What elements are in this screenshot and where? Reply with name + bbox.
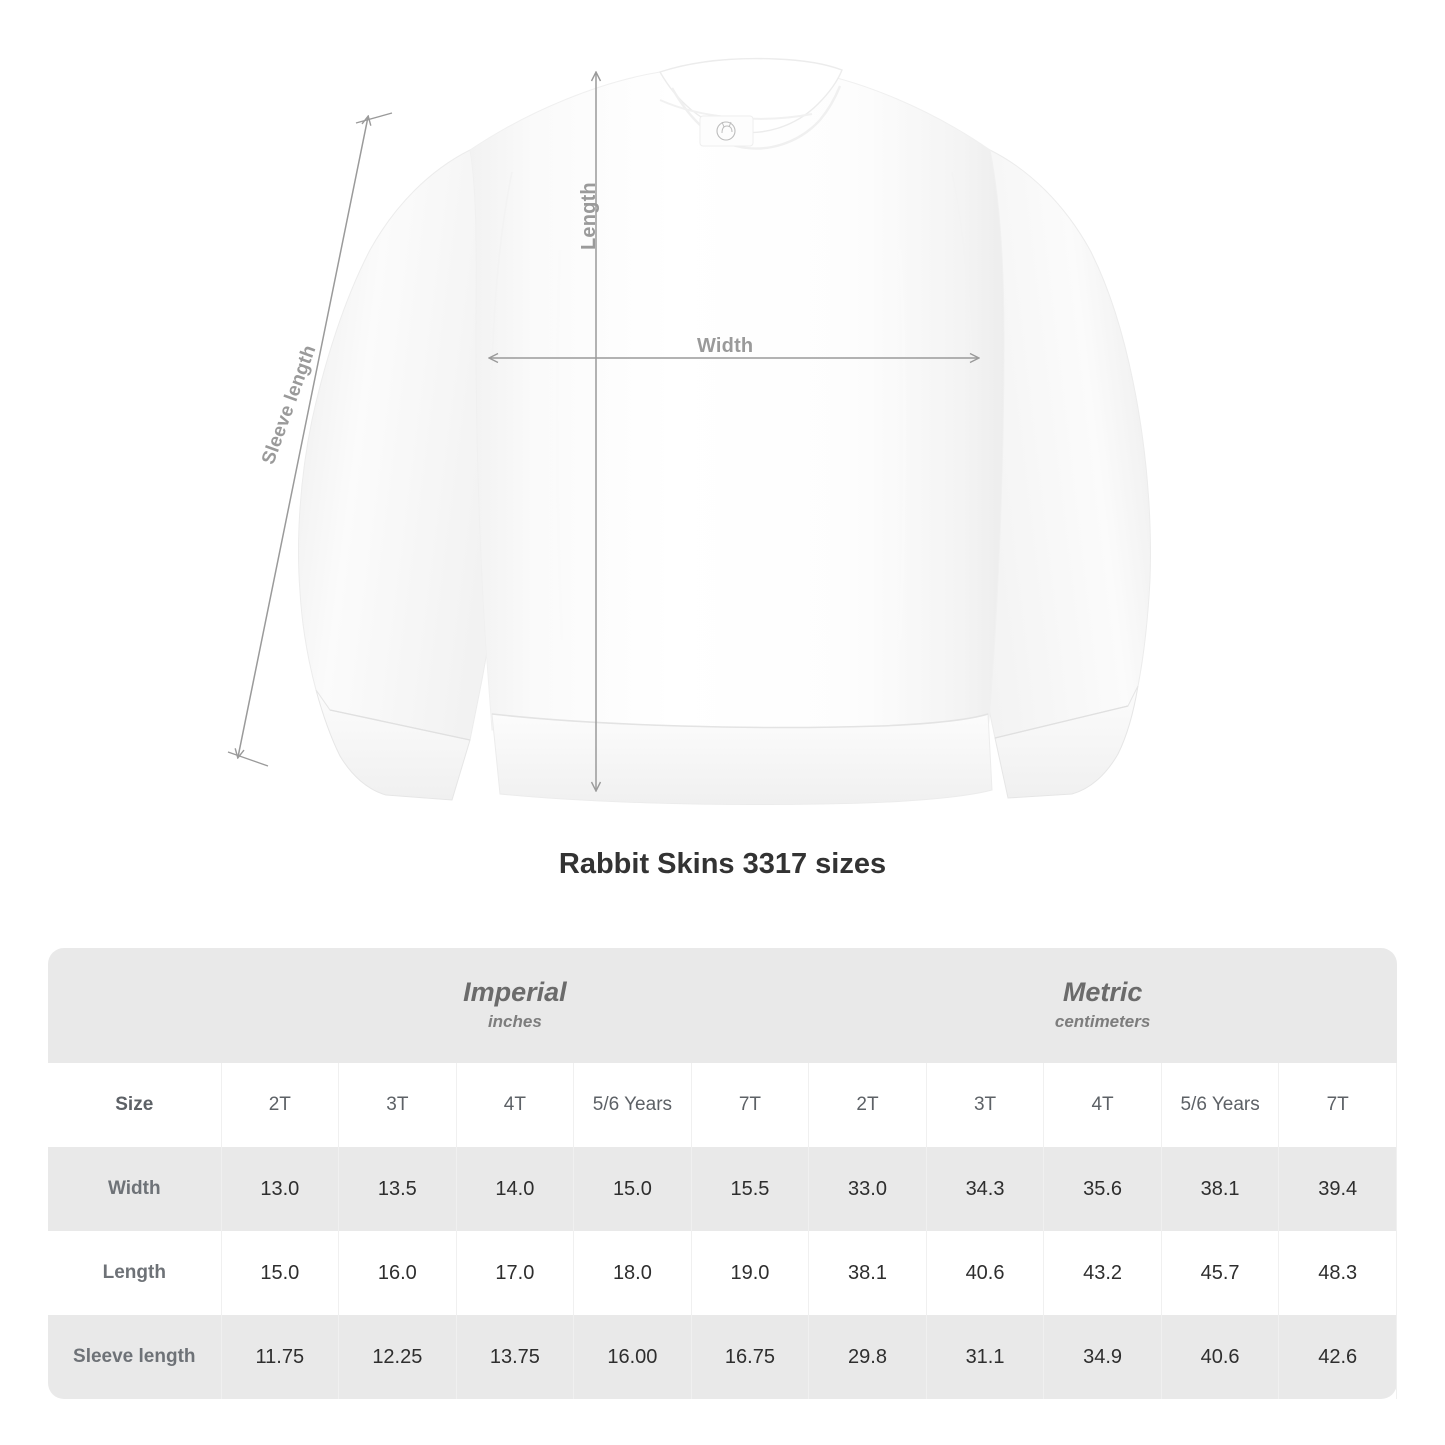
table-cell: 13.0: [221, 1147, 340, 1231]
size-header-cell: 5/6 Years: [573, 1063, 692, 1147]
dimension-lines: [227, 73, 978, 790]
table-cell: 17.0: [456, 1231, 575, 1315]
garment-shape: [298, 57, 1151, 806]
table-cell: 16.00: [573, 1315, 692, 1399]
table-cell: 33.0: [808, 1147, 927, 1231]
table-cell: 38.1: [808, 1231, 927, 1315]
size-table-container: Imperial inches Metric centimeters Size …: [48, 948, 1397, 1399]
sleeve-length-dimension-line: [238, 117, 368, 757]
size-header-cell: 2T: [221, 1063, 340, 1147]
row-label: Length: [48, 1231, 222, 1315]
table-cell: 18.0: [573, 1231, 692, 1315]
garment-illustration: Width Length Sleeve length: [227, 57, 1151, 806]
table-row: Width 13.0 13.5 14.0 15.0 15.5 33.0 34.3…: [48, 1147, 1397, 1231]
unit-group-metric-name: Metric: [1062, 976, 1143, 1007]
size-header-cell: 5/6 Years: [1161, 1063, 1280, 1147]
unit-group-imperial-sub: inches: [487, 1011, 542, 1031]
table-cell: 15.0: [221, 1231, 340, 1315]
size-header-cell: 4T: [1043, 1063, 1162, 1147]
table-cell: 12.25: [338, 1315, 457, 1399]
size-header-cell: 4T: [456, 1063, 575, 1147]
size-column-header: Size: [48, 1063, 222, 1147]
unit-header-row: Imperial inches Metric centimeters: [48, 948, 1397, 1063]
table-cell: 14.0: [456, 1147, 575, 1231]
table-cell: 29.8: [808, 1315, 927, 1399]
table-row: Sleeve length 11.75 12.25 13.75 16.00 16…: [48, 1315, 1397, 1399]
unit-group-imperial: Imperial inches: [221, 948, 809, 1063]
table-cell: 15.0: [573, 1147, 692, 1231]
table-cell: 34.9: [1043, 1315, 1162, 1399]
table-cell: 11.75: [221, 1315, 340, 1399]
table-cell: 19.0: [691, 1231, 810, 1315]
size-header-row: Size 2T 3T 4T 5/6 Years 7T 2T 3T 4T 5/6 …: [48, 1063, 1397, 1147]
row-label: Sleeve length: [48, 1315, 222, 1399]
unit-group-imperial-name: Imperial: [463, 976, 567, 1007]
table-cell: 13.5: [338, 1147, 457, 1231]
table-cell: 39.4: [1278, 1147, 1397, 1231]
table-cell: 15.5: [691, 1147, 810, 1231]
table-cell: 16.0: [338, 1231, 457, 1315]
table-cell: 31.1: [926, 1315, 1045, 1399]
table-row: Length 15.0 16.0 17.0 18.0 19.0 38.1 40.…: [48, 1231, 1397, 1315]
table-cell: 38.1: [1161, 1147, 1280, 1231]
size-header-cell: 3T: [338, 1063, 457, 1147]
table-cell: 45.7: [1161, 1231, 1280, 1315]
length-label: Length: [578, 182, 600, 250]
unit-header-spacer: [48, 948, 222, 1063]
sweatshirt-svg: [227, 57, 1151, 806]
row-label: Width: [48, 1147, 222, 1231]
unit-group-metric-sub: centimeters: [1054, 1011, 1151, 1031]
table-cell: 40.6: [926, 1231, 1045, 1315]
table-cell: 42.6: [1278, 1315, 1397, 1399]
size-header-cell: 3T: [926, 1063, 1045, 1147]
unit-group-metric: Metric centimeters: [808, 948, 1397, 1063]
size-table: Imperial inches Metric centimeters Size …: [48, 948, 1397, 1399]
size-header-cell: 2T: [808, 1063, 927, 1147]
table-cell: 13.75: [456, 1315, 575, 1399]
size-header-cell: 7T: [691, 1063, 810, 1147]
table-cell: 35.6: [1043, 1147, 1162, 1231]
width-label: Width: [697, 335, 754, 357]
page-title: Rabbit Skins 3317 sizes: [558, 848, 887, 880]
table-cell: 48.3: [1278, 1231, 1397, 1315]
table-cell: 40.6: [1161, 1315, 1280, 1399]
table-cell: 43.2: [1043, 1231, 1162, 1315]
table-cell: 16.75: [691, 1315, 810, 1399]
table-cell: 34.3: [926, 1147, 1045, 1231]
size-header-cell: 7T: [1278, 1063, 1397, 1147]
brand-label: [699, 115, 754, 147]
